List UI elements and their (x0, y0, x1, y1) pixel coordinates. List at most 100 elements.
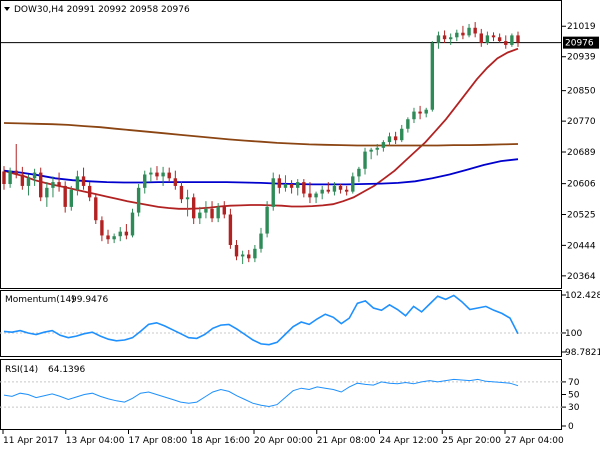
candle (136, 184, 141, 217)
moving-average-line (3, 47, 519, 210)
candle (271, 172, 275, 211)
candle-body (338, 185, 343, 190)
candle (247, 249, 251, 263)
momentum-panel: 102.4286 100 98.7821 Momentum(14) 99.9476 (0, 290, 600, 358)
candle-body (228, 214, 233, 245)
candle (253, 244, 257, 263)
rsi-tick-label: 0 (568, 422, 574, 432)
candle-body (143, 174, 147, 188)
candle-body (51, 182, 55, 188)
rsi-axis-ticks: 70 50 30 0 (562, 378, 580, 432)
candle (112, 233, 116, 244)
candle (467, 23, 471, 38)
candle-body (516, 35, 520, 43)
candle-body (198, 212, 202, 219)
candle (179, 181, 184, 204)
candle (198, 206, 202, 225)
candle (173, 170, 178, 190)
candle-body (497, 37, 502, 42)
time-tick-label: 20 Apr 00:00 (254, 436, 313, 446)
candle (26, 174, 31, 196)
candle (20, 166, 25, 190)
candle-body (400, 128, 404, 141)
candle (63, 181, 67, 213)
candle (491, 32, 496, 42)
candle (240, 250, 245, 265)
price-axis-ticks: 21019 20939 20850 20770 20689 20606 20525 20444… (562, 22, 596, 282)
candle (216, 203, 220, 223)
momentum-tick-label: 102.4286 (565, 291, 600, 301)
candle-body (130, 212, 135, 236)
candle (45, 182, 49, 207)
candle (87, 182, 92, 202)
price-tick-label: 20364 (567, 272, 596, 282)
candle-body (216, 206, 220, 219)
candle (369, 147, 373, 160)
candle (461, 25, 465, 40)
candle-body (406, 119, 410, 129)
momentum-indicator-name: Momentum(14) (5, 295, 75, 305)
candle (302, 179, 306, 198)
candle-body (210, 208, 214, 219)
candle-body (94, 197, 98, 221)
price-tick-label: 20606 (567, 180, 596, 190)
momentum-tick-label: 100 (565, 329, 582, 339)
candle-body (381, 142, 386, 148)
time-tick-label: 24 Apr 12:00 (380, 436, 439, 446)
candle (344, 185, 349, 196)
candle-body (326, 189, 331, 192)
current-price-label: 20976 (565, 39, 594, 49)
candle (430, 41, 435, 112)
candle-body (344, 189, 349, 192)
moving-average-line (3, 122, 519, 147)
candle-body (39, 172, 43, 198)
candle-body (118, 231, 122, 237)
price-tick-label: 20770 (567, 117, 596, 127)
candle (8, 167, 12, 188)
candle (455, 29, 459, 42)
candle (448, 33, 453, 45)
candle-body (136, 187, 141, 213)
current-price-box (563, 36, 599, 49)
candle (485, 31, 490, 45)
candle (363, 147, 367, 175)
rsi-tick-label: 70 (568, 378, 580, 388)
candle-body (442, 35, 447, 40)
candle-body (259, 233, 263, 249)
candle-body (283, 184, 288, 188)
candle (149, 167, 153, 183)
candle (442, 30, 447, 44)
time-tick-label: 11 Apr 2017 (3, 436, 59, 446)
candle-body (357, 168, 361, 177)
candle-body (418, 111, 422, 114)
rsi-indicator-value: 64.1396 (48, 365, 85, 375)
candle-body (351, 176, 355, 192)
candle-body (308, 193, 312, 198)
candle-body (106, 235, 110, 240)
candle (332, 182, 337, 196)
collapse-triangle-icon[interactable] (4, 7, 10, 11)
candle-body (185, 197, 190, 200)
time-tick-label: 27 Apr 04:00 (505, 436, 564, 446)
candle (296, 179, 300, 196)
candle-body (63, 185, 67, 207)
candle (357, 166, 361, 183)
candle (210, 201, 214, 223)
time-tick-label: 25 Apr 20:00 (442, 436, 501, 446)
candle (418, 105, 422, 120)
candle-body (332, 185, 337, 192)
candle (351, 172, 355, 194)
candle-body (387, 136, 392, 143)
candle (222, 201, 226, 219)
candle (387, 132, 392, 146)
momentum-line (3, 294, 519, 346)
candle (436, 31, 441, 49)
time-tick-label: 21 Apr 08:00 (317, 436, 376, 446)
candle (130, 208, 135, 238)
candle (39, 167, 43, 202)
momentum-indicator-value: 99.9476 (71, 295, 108, 305)
candle (400, 124, 404, 143)
candle (228, 208, 233, 249)
candle (234, 240, 239, 261)
